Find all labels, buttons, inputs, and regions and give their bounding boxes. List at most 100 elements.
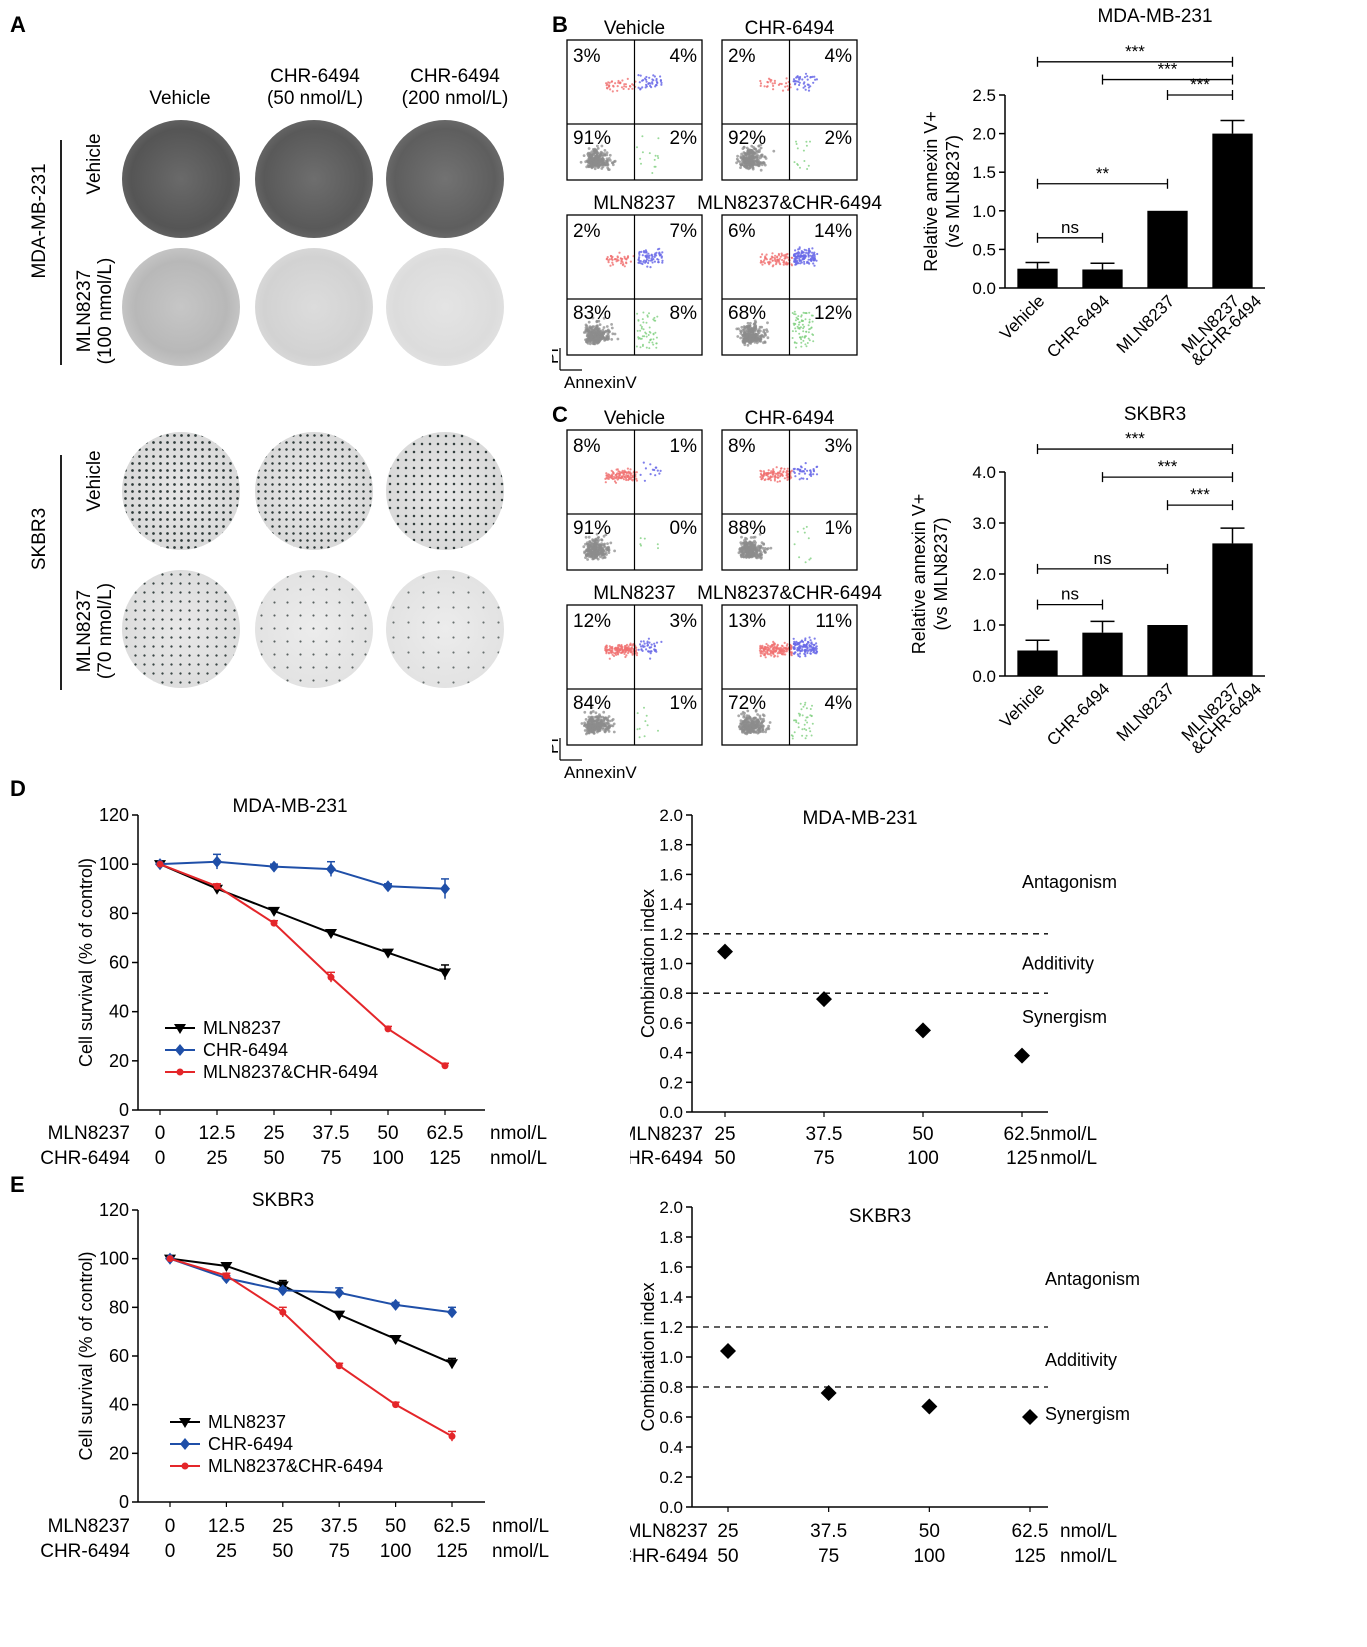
flow-dot-live xyxy=(742,714,746,717)
ci-chart-title: SKBR3 xyxy=(849,1206,911,1227)
sig-label: *** xyxy=(1125,42,1145,61)
sig-label: ** xyxy=(1096,164,1110,183)
flow-dot-necrotic xyxy=(623,471,626,474)
flow-dot-live xyxy=(602,534,606,538)
flow-dot-necrotic xyxy=(782,471,785,474)
flow-dot-live xyxy=(758,532,762,536)
flow-axis-y-label: PI xyxy=(552,738,562,754)
flow-dot-live xyxy=(603,730,607,734)
flow-dot-necrotic xyxy=(631,479,634,482)
flow-dot-late-apoptotic xyxy=(812,81,815,84)
flow-dot-late-apoptotic xyxy=(660,640,663,643)
flow-dot-live xyxy=(591,325,595,328)
flow-dot-live xyxy=(607,715,611,718)
flow-dot-early-apoptotic xyxy=(639,157,642,160)
flow-dot-necrotic xyxy=(773,654,777,657)
flow-dot-early-apoptotic xyxy=(791,737,794,740)
flow-dot-live xyxy=(739,336,742,340)
ci-chart-title: MDA-MB-231 xyxy=(802,808,917,829)
bar-y-tick-label: 0.5 xyxy=(972,240,996,259)
flow-dot-live xyxy=(598,337,601,341)
flow-dot-necrotic xyxy=(613,647,616,650)
data-point xyxy=(390,1298,401,1311)
flow-dot-live xyxy=(591,539,595,542)
flow-dot-early-apoptotic xyxy=(643,537,646,540)
flow-dot-late-apoptotic xyxy=(808,644,811,647)
flow-dot-live xyxy=(756,723,760,727)
data-point xyxy=(383,880,393,893)
flow-dot-early-apoptotic xyxy=(643,706,645,709)
flow-dot-late-apoptotic xyxy=(643,642,646,645)
flow-dot-necrotic xyxy=(778,471,781,474)
flow-dot-late-apoptotic xyxy=(798,83,801,87)
flow-dot-late-apoptotic xyxy=(810,474,813,478)
flow-dot-late-apoptotic xyxy=(812,259,815,262)
flow-dot-early-apoptotic xyxy=(655,342,658,345)
panel-letter-d: D xyxy=(10,776,26,801)
ci-y-tick-label: 0.6 xyxy=(659,1014,683,1033)
flow-dot-late-apoptotic xyxy=(647,252,650,255)
flow-dot-necrotic xyxy=(616,652,620,655)
flow-dot-live xyxy=(739,166,742,170)
ci-y-tick-label: 1.4 xyxy=(659,1288,683,1307)
flow-dot-early-apoptotic xyxy=(809,730,812,733)
flow-plot-title: MLN8237 xyxy=(593,193,675,214)
flow-dot-live xyxy=(739,155,743,159)
line-y-tick-label: 60 xyxy=(109,953,129,973)
flow-dot-live xyxy=(590,715,593,719)
flow-dot-necrotic xyxy=(764,650,767,653)
flow-dot-early-apoptotic xyxy=(805,312,808,315)
flow-dot-live xyxy=(608,153,612,157)
flow-dot-necrotic xyxy=(635,471,638,474)
flow-dot-necrotic xyxy=(609,88,612,91)
flow-dot-late-apoptotic xyxy=(804,85,807,88)
flow-dot-live xyxy=(767,724,770,728)
flow-dot-late-apoptotic xyxy=(651,468,654,471)
flow-dot-early-apoptotic xyxy=(805,707,808,710)
flow-dot-live xyxy=(612,722,616,726)
bar-chart-skbr3: SKBR3 0.0 1.0 2.0 3.0 4.0 Relative annexin V+(… xyxy=(909,404,1265,758)
flow-dot-live xyxy=(764,730,767,734)
bar-chart-title: SKBR3 xyxy=(1124,404,1186,425)
flow-dot-necrotic xyxy=(629,260,632,263)
flow-dot-live xyxy=(756,725,760,729)
flow-dot-live xyxy=(601,556,605,560)
flow-dot-early-apoptotic xyxy=(798,556,801,559)
flow-dot-early-apoptotic xyxy=(798,332,801,335)
flow-dot-early-apoptotic xyxy=(637,336,640,339)
flow-dot-late-apoptotic xyxy=(797,255,800,258)
flow-dot-late-apoptotic xyxy=(803,472,807,475)
flow-dot-early-apoptotic xyxy=(635,345,638,348)
data-point xyxy=(180,1438,190,1450)
flow-dot-live xyxy=(597,330,601,334)
flow-dot-late-apoptotic xyxy=(659,79,662,83)
flow-dot-necrotic xyxy=(759,255,762,259)
bar xyxy=(1082,269,1123,288)
flow-dot-live xyxy=(745,334,749,338)
flow-dot-live xyxy=(583,724,586,728)
ci-point xyxy=(816,991,832,1008)
flow-dot-live xyxy=(757,339,760,343)
flow-dot-necrotic xyxy=(620,260,623,263)
flow-dot-live xyxy=(594,541,597,545)
flow-dot-late-apoptotic xyxy=(644,467,647,470)
flow-dot-early-apoptotic xyxy=(795,143,798,145)
flow-dot-early-apoptotic xyxy=(649,339,652,342)
flow-dot-early-apoptotic xyxy=(644,720,647,723)
flow-dot-live xyxy=(744,536,747,540)
flow-dot-necrotic xyxy=(625,258,628,261)
flow-dot-late-apoptotic xyxy=(812,468,815,471)
flow-dot-live xyxy=(743,158,747,162)
mda-bracket xyxy=(60,140,62,365)
flow-dot-late-apoptotic xyxy=(802,477,805,480)
flow-dot-live xyxy=(595,539,599,542)
series xyxy=(166,1255,456,1442)
flow-dot-necrotic xyxy=(623,85,626,88)
flow-dot-necrotic xyxy=(775,645,778,648)
flow-dot-live xyxy=(760,325,764,329)
flow-dot-live xyxy=(595,724,599,727)
flow-dot-necrotic xyxy=(626,475,629,478)
flow-dot-necrotic xyxy=(765,642,768,646)
flow-axis-x-label: AnnexinV xyxy=(564,373,637,390)
flow-dot-early-apoptotic xyxy=(798,321,801,324)
